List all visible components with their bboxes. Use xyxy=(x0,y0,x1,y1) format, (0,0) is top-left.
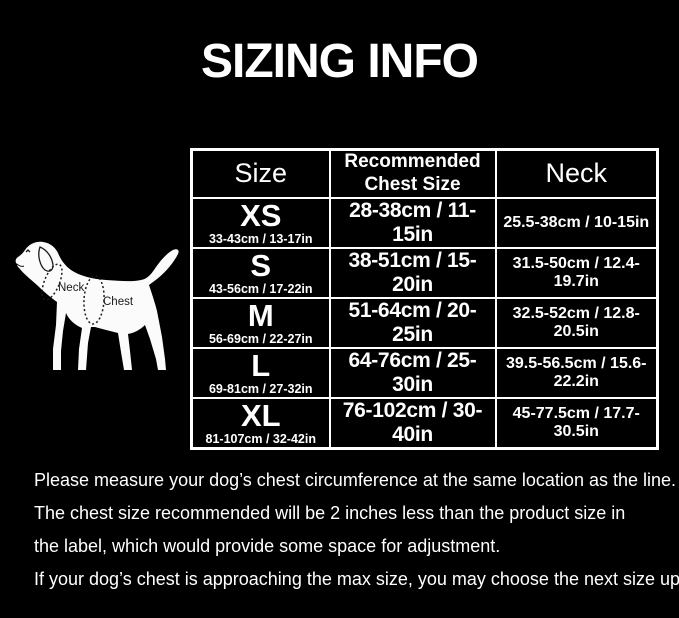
note-line-3: the label, which would provide some spac… xyxy=(34,536,501,556)
dog-ear xyxy=(38,246,54,272)
table-row-xl: XL 81-107cm / 32-42in 76-102cm / 30-40in… xyxy=(190,396,659,450)
size-cell: L 69-81cm / 27-32in xyxy=(190,346,331,399)
chest-range: 28-38cm / 11-15in xyxy=(328,196,497,249)
neck-measure-label: Neck xyxy=(58,282,84,294)
table-row-xs: XS 33-43cm / 13-17in 28-38cm / 11-15in 2… xyxy=(190,196,659,249)
size-cell: S 43-56cm / 17-22in xyxy=(190,246,331,299)
size-label: L xyxy=(251,347,271,383)
col-header-chest: Recommended Chest Size xyxy=(328,148,497,199)
neck-range: 25.5-38cm / 10-15in xyxy=(494,196,659,249)
col-header-chest-line1: Recommended xyxy=(344,151,481,172)
dog-measurement-diagram: Neck Chest xyxy=(14,240,184,375)
dog-mouth xyxy=(16,263,25,267)
col-header-neck: Neck xyxy=(494,148,659,199)
size-label: XL xyxy=(240,397,281,433)
note-line-2: The chest size recommended will be 2 inc… xyxy=(34,503,626,523)
chest-range: 51-64cm / 20-25in xyxy=(328,296,497,349)
size-cell: XS 33-43cm / 13-17in xyxy=(190,196,331,249)
table-row-l: L 69-81cm / 27-32in 64-76cm / 25-30in 39… xyxy=(190,346,659,399)
page-title: SIZING INFO xyxy=(201,35,479,88)
dog-eye xyxy=(25,249,31,253)
table-row-s: S 43-56cm / 17-22in 38-51cm / 15-20in 31… xyxy=(190,246,659,299)
size-cell: XL 81-107cm / 32-42in xyxy=(190,396,331,450)
neck-range: 45-77.5cm / 17.7-30.5in xyxy=(494,396,659,450)
size-range: 43-56cm / 17-22in xyxy=(208,281,313,296)
size-range: 69-81cm / 27-32in xyxy=(208,381,313,396)
neck-range: 32.5-52cm / 12.8-20.5in xyxy=(494,296,659,349)
table-row-m: M 56-69cm / 22-27in 51-64cm / 20-25in 32… xyxy=(190,296,659,349)
neck-range: 31.5-50cm / 12.4-19.7in xyxy=(494,246,659,299)
note-line-4: If your dog’s chest is approaching the m… xyxy=(34,569,679,589)
size-range: 33-43cm / 13-17in xyxy=(208,231,313,246)
size-range: 56-69cm / 22-27in xyxy=(208,331,313,346)
chest-range: 76-102cm / 30-40in xyxy=(328,396,497,450)
dog-illustration: Neck Chest xyxy=(15,241,179,370)
note-line-1: Please measure your dog’s chest circumfe… xyxy=(34,470,677,490)
size-label: M xyxy=(247,297,274,333)
measuring-notes: Please measure your dog’s chest circumfe… xyxy=(34,464,679,596)
size-label: XS xyxy=(240,197,282,233)
chest-range: 38-51cm / 15-20in xyxy=(328,246,497,299)
sizing-table: Size Recommended Chest Size Neck XS 33-4… xyxy=(190,148,659,450)
chest-measure-line xyxy=(83,275,105,325)
size-range: 81-107cm / 32-42in xyxy=(205,431,317,446)
col-header-chest-line2: Chest Size xyxy=(364,173,461,195)
chest-range: 64-76cm / 25-30in xyxy=(328,346,497,399)
col-header-size: Size xyxy=(190,148,331,199)
dog-silhouette xyxy=(15,241,179,370)
table-header-row: Size Recommended Chest Size Neck xyxy=(190,148,659,199)
neck-range: 39.5-56.5cm / 15.6-22.2in xyxy=(494,346,659,399)
chest-measure-label: Chest xyxy=(103,296,134,308)
size-label: S xyxy=(250,247,272,283)
size-cell: M 56-69cm / 22-27in xyxy=(190,296,331,349)
